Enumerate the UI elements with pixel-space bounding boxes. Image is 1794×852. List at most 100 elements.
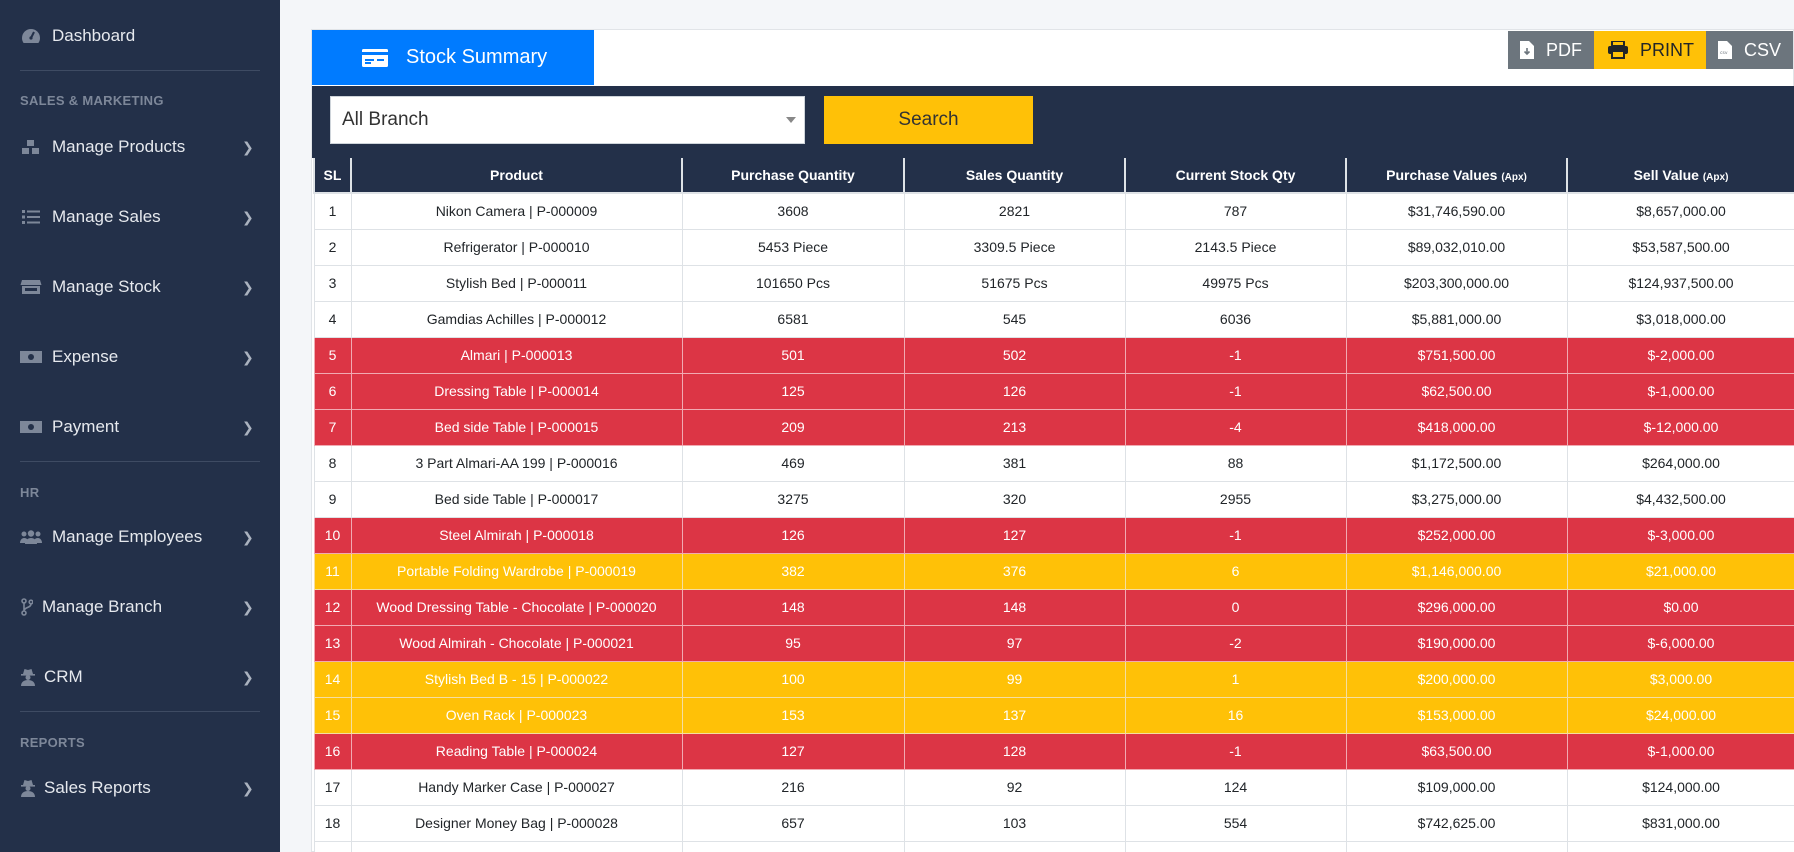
table-row[interactable]: 6 Dressing Table | P-000014 125 126 -1 $62,50… bbox=[313, 372, 1794, 410]
cell-product: Designer Money Bag | P-000028 bbox=[350, 804, 683, 842]
cell-product: Stylish Bed | P-000011 bbox=[350, 264, 683, 302]
cell-product: Handy Marker Case | P-000027 bbox=[350, 768, 683, 806]
section-title-hr: HR bbox=[20, 485, 40, 500]
cell-sl: 16 bbox=[313, 732, 352, 770]
cell-purchase-values: $153,000.00 bbox=[1345, 696, 1568, 734]
cell-sales-qty: 99 bbox=[903, 660, 1126, 698]
cell-purchase-values: $62,500.00 bbox=[1345, 372, 1568, 410]
sidebar-item-manage-employees[interactable]: Manage Employees ❯ bbox=[20, 522, 260, 552]
print-label: PRINT bbox=[1639, 39, 1694, 60]
cell-product: Bed side Table | P-000015 bbox=[350, 408, 683, 446]
cell-sell-value: $24,000.00 bbox=[1566, 696, 1794, 734]
chevron-right-icon: ❯ bbox=[242, 668, 254, 685]
cell-purchase-qty: 209 bbox=[681, 408, 905, 446]
cell-sl: 3 bbox=[313, 264, 352, 302]
money-bill-icon bbox=[20, 418, 42, 436]
page-title-tab: Stock Summary bbox=[312, 30, 594, 85]
chevron-right-icon: ❯ bbox=[242, 528, 254, 545]
csv-button[interactable]: csv CSV bbox=[1705, 31, 1793, 69]
sidebar-item-label: Dashboard bbox=[52, 26, 136, 45]
cell-sl: 11 bbox=[313, 552, 352, 590]
cell-purchase-qty: 3608 bbox=[681, 192, 905, 230]
table-row[interactable]: 4 Gamdias Achilles | P-000012 6581 545 6036 $… bbox=[313, 300, 1794, 338]
sidebar-item-manage-stock[interactable]: Manage Stock ❯ bbox=[20, 272, 260, 302]
sidebar-item-dashboard[interactable]: Dashboard bbox=[20, 21, 260, 51]
cell-purchase-qty: 95 bbox=[681, 624, 905, 662]
sidebar-item-manage-branch[interactable]: Manage Branch ❯ bbox=[20, 592, 260, 622]
sidebar-item-crm[interactable]: CRM ❯ bbox=[20, 662, 260, 692]
column-header-current-stock[interactable]: Current Stock Qty bbox=[1124, 158, 1347, 194]
sidebar-item-manage-products[interactable]: Manage Products ❯ bbox=[20, 132, 260, 162]
cell-sales-qty: 381 bbox=[903, 444, 1126, 482]
cell-purchase-qty: 6581 bbox=[681, 300, 905, 338]
table-header-row: SL Product Purchase Quantity Sales Quant… bbox=[313, 158, 1794, 194]
page-title: Stock Summary bbox=[406, 46, 548, 68]
cell-sales-qty: 213 bbox=[903, 408, 1126, 446]
cell-sl: 12 bbox=[313, 588, 352, 626]
cell-sell-value: $831,000.00 bbox=[1566, 804, 1794, 842]
table-row[interactable]: 11 Portable Folding Wardrobe | P-000019 38… bbox=[313, 552, 1794, 590]
svg-text:csv: csv bbox=[1720, 51, 1728, 56]
chevron-right-icon: ❯ bbox=[242, 418, 254, 435]
branch-select[interactable]: All Branch bbox=[330, 96, 805, 144]
table-row[interactable]: 13 Wood Almirah - Chocolate | P-000021 95 9… bbox=[313, 624, 1794, 662]
cell-purchase-values: $203,300,000.00 bbox=[1345, 264, 1568, 302]
cell-product: Nikon Camera | P-000009 bbox=[350, 192, 683, 230]
table-row[interactable]: 15 Oven Rack | P-000023 153 137 16 $153,000.0… bbox=[313, 696, 1794, 734]
list-icon bbox=[20, 208, 42, 226]
chevron-right-icon: ❯ bbox=[242, 208, 254, 225]
cell-current-stock: -1 bbox=[1124, 372, 1347, 410]
table-row[interactable]: 9 Bed side Table | P-000017 3275 320 2955 $3,… bbox=[313, 480, 1794, 518]
cell-sales-qty: 137 bbox=[903, 696, 1126, 734]
table-row[interactable]: 12 Wood Dressing Table - Chocolate | P-00… bbox=[313, 588, 1794, 626]
cell-product: Wood Almirah - Chocolate | P-000021 bbox=[350, 624, 683, 662]
table-row[interactable]: 7 Bed side Table | P-000015 209 213 -4 $418,0… bbox=[313, 408, 1794, 446]
sidebar-item-expense[interactable]: Expense ❯ bbox=[20, 342, 260, 372]
cell-sell-value: $0.00 bbox=[1566, 588, 1794, 626]
cell-purchase-values: $296,000.00 bbox=[1345, 588, 1568, 626]
sidebar-item-manage-sales[interactable]: Manage Sales ❯ bbox=[20, 202, 260, 232]
cell-sl: 6 bbox=[313, 372, 352, 410]
table-row[interactable]: 17 Handy Marker Case | P-000027 216 92 124 $1… bbox=[313, 768, 1794, 806]
cell-sales-qty: 545 bbox=[903, 300, 1126, 338]
sidebar-item-label: Manage Stock bbox=[52, 277, 161, 296]
branch-select-value: All Branch bbox=[342, 109, 429, 130]
column-header-sell-value[interactable]: Sell Value (Apx) bbox=[1566, 158, 1794, 194]
column-header-sales-qty[interactable]: Sales Quantity bbox=[903, 158, 1126, 194]
table-row[interactable]: 5 Almari | P-000013 501 502 -1 $751,500.00 $-2… bbox=[313, 336, 1794, 374]
sidebar-item-sales-reports[interactable]: Sales Reports ❯ bbox=[20, 773, 260, 803]
table-row[interactable]: 18 Designer Money Bag | P-000028 657 103 554… bbox=[313, 804, 1794, 842]
cell-purchase-values: $252,000.00 bbox=[1345, 516, 1568, 554]
cell-purchase-qty: 5453 Piece bbox=[681, 228, 905, 266]
cell-purchase-qty: 153 bbox=[681, 696, 905, 734]
table-row[interactable]: 16 Reading Table | P-000024 127 128 -1 $63,50… bbox=[313, 732, 1794, 770]
table-row[interactable]: 14 Stylish Bed B - 15 | P-000022 100 99 1 $20… bbox=[313, 660, 1794, 698]
table-row[interactable]: 2 Refrigerator | P-000010 5453 Piece 3309.5… bbox=[313, 228, 1794, 266]
cell-current-stock: 6036 bbox=[1124, 300, 1347, 338]
table-row[interactable]: 1 Nikon Camera | P-000009 3608 2821 787 $31,7… bbox=[313, 192, 1794, 230]
print-button[interactable]: PRINT bbox=[1593, 31, 1706, 69]
cell-sell-value: $3,000.00 bbox=[1566, 660, 1794, 698]
pdf-button[interactable]: PDF bbox=[1507, 31, 1594, 69]
cell-purchase-values: $1,172,500.00 bbox=[1345, 444, 1568, 482]
column-header-product[interactable]: Product bbox=[350, 158, 683, 194]
column-header-sl[interactable]: SL bbox=[313, 158, 352, 194]
table-row[interactable]: 19 bbox=[313, 840, 1794, 852]
export-toolbar: PDF PRINT csv CSV bbox=[1507, 31, 1793, 69]
column-header-purchase-values[interactable]: Purchase Values (Apx) bbox=[1345, 158, 1568, 194]
cell-purchase-values: $109,000.00 bbox=[1345, 768, 1568, 806]
code-branch-icon bbox=[20, 598, 34, 616]
sidebar-item-payment[interactable]: Payment ❯ bbox=[20, 412, 260, 442]
credit-card-icon bbox=[362, 48, 388, 67]
table-row[interactable]: 3 Stylish Bed | P-000011 101650 Pcs 51675 P… bbox=[313, 264, 1794, 302]
table-row[interactable]: 10 Steel Almirah | P-000018 126 127 -1 $252,0… bbox=[313, 516, 1794, 554]
cell-current-stock: 554 bbox=[1124, 804, 1347, 842]
cell-sell-value: $-12,000.00 bbox=[1566, 408, 1794, 446]
boxes-icon bbox=[20, 138, 42, 156]
search-button[interactable]: Search bbox=[824, 96, 1033, 144]
cell-sell-value: $-1,000.00 bbox=[1566, 732, 1794, 770]
cell-sales-qty: 127 bbox=[903, 516, 1126, 554]
column-header-purchase-qty[interactable]: Purchase Quantity bbox=[681, 158, 905, 194]
chevron-right-icon: ❯ bbox=[242, 598, 254, 615]
